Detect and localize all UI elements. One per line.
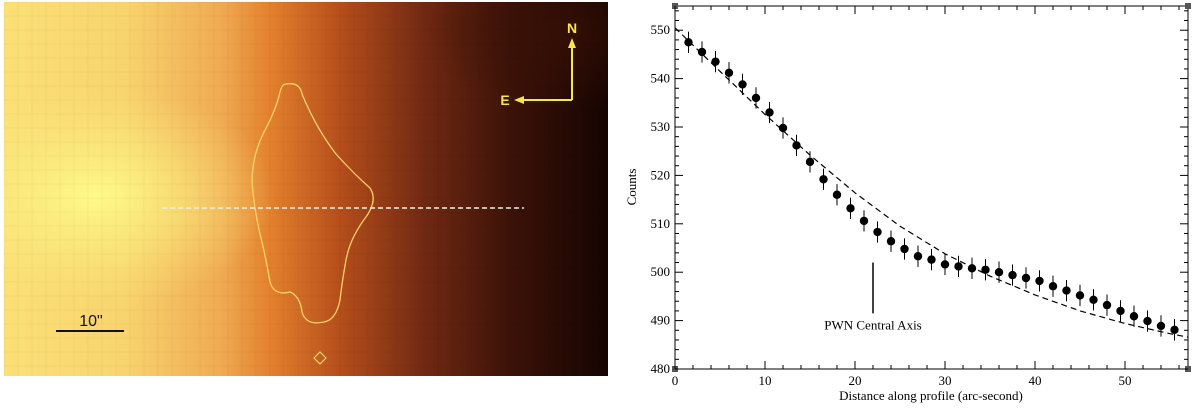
data-points [684,38,1179,334]
data-point [684,38,693,47]
y-axis-label: Counts [624,169,639,206]
y-tick-label: 550 [651,22,671,37]
data-point [1170,325,1179,334]
x-tick-label: 20 [849,373,862,388]
x-tick-label: 50 [1119,373,1132,388]
compass: N E [500,20,577,108]
data-point [832,190,842,199]
data-point [751,93,761,103]
compass-east-label: E [500,92,509,108]
data-point [724,68,734,77]
data-point [1035,276,1044,286]
data-point [1143,316,1152,326]
data-point [1116,306,1125,316]
scale-bar-label: 10" [79,313,102,330]
x-tick-label: 0 [672,373,679,388]
data-point [900,244,909,254]
x-tick-label: 30 [939,373,952,388]
data-point [792,141,801,150]
compass-north-label: N [567,20,577,36]
annotations: PWN Central Axis [824,262,922,332]
frame-corner-marker [1185,3,1191,9]
data-point [1008,270,1017,280]
y-tick-label: 480 [651,361,671,376]
x-tick-label: 40 [1029,373,1042,388]
data-point [859,216,869,226]
data-point [819,175,828,184]
y-tick-label: 500 [651,264,671,279]
data-point [1156,321,1166,331]
data-point [1129,312,1139,321]
y-tick-label: 520 [651,167,671,182]
y-tick-label: 530 [651,119,671,134]
data-point [913,252,923,261]
data-point [805,157,815,167]
data-point [711,57,720,66]
data-point [738,80,747,89]
data-point [1062,286,1071,295]
data-point [954,262,963,271]
data-point [846,204,855,213]
y-tick-label: 490 [651,313,671,328]
data-point [1075,291,1085,300]
data-point [1089,295,1098,304]
scale-bar: 10" [56,313,124,332]
data-point [697,47,707,57]
x-axis-ticks: 0 10 20 30 40 50 [672,6,1180,388]
data-point [778,123,788,133]
small-contour [313,351,327,365]
x-axis-label: Distance along profile (arc-second) [839,388,1023,403]
data-point [927,255,936,264]
y-axis-ticks: 480 490 500 510 520 530 540 550 [651,10,1188,376]
pwn-contour [251,83,374,324]
data-point [940,260,950,269]
data-point [994,268,1004,277]
data-point [1048,282,1058,291]
data-point [873,227,882,237]
annotation-label: PWN Central Axis [824,317,922,332]
y-tick-label: 540 [651,71,671,86]
x-tick-label: 10 [759,373,772,388]
data-point [1102,300,1112,310]
data-point [1021,273,1031,283]
model-curve [674,27,1189,338]
data-point [981,265,990,274]
y-tick-label: 510 [651,216,671,231]
profile-plot-panel: 0 10 20 30 40 50 480 490 500 510 520 530 540 550 PWN… [612,0,1200,408]
xray-image-panel: N E 10" [4,2,608,376]
data-point [967,264,977,273]
data-point [765,108,774,117]
plot-frame [674,5,1189,370]
data-point [886,237,896,246]
